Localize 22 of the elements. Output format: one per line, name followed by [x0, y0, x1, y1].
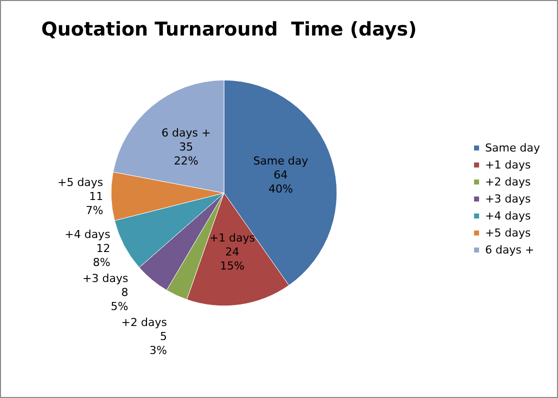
slice-label: +2 days	[121, 316, 168, 329]
slice-label: Same day	[253, 154, 309, 168]
legend-label: +3 days	[485, 192, 532, 206]
chart-title: Quotation Turnaround Time (days)	[41, 18, 417, 40]
legend-label: Same day	[485, 142, 540, 154]
legend-label: 6 days +	[485, 244, 534, 256]
legend-label: +4 days	[485, 210, 532, 222]
slice-label: 6 days +	[162, 126, 211, 140]
data-label: 11 7%	[86, 190, 104, 218]
legend-label: +1 days	[485, 158, 532, 172]
data-label: 5 3%	[149, 330, 167, 357]
slice-label: +3 days	[82, 272, 128, 285]
legend-label: +5 days	[485, 226, 532, 240]
data-label: 24 15%	[220, 245, 244, 272]
legend-label: +2 days	[485, 176, 532, 188]
slice-label: +5 days	[57, 176, 104, 190]
slice-label: +1 days	[209, 231, 256, 244]
data-label: 35 22%	[174, 140, 198, 168]
data-label: 8 5%	[110, 286, 128, 313]
data-label: 12 8%	[92, 242, 110, 269]
slice-label: +4 days	[64, 228, 111, 241]
data-label: 64 40%	[268, 168, 293, 196]
